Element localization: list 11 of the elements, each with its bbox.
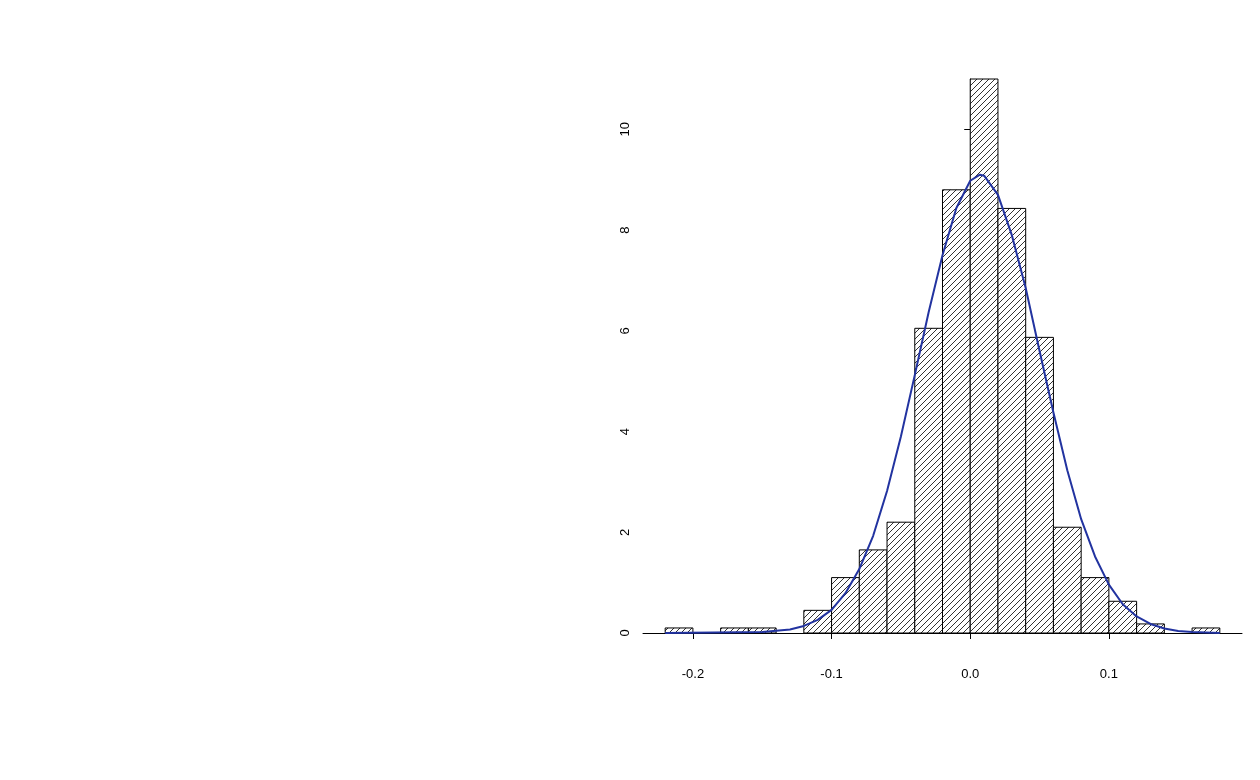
- x-tick-label: 0.1: [1099, 666, 1118, 681]
- x-tick-label: -0.2: [681, 666, 705, 681]
- x-tick-label: -0.1: [820, 666, 843, 681]
- y-tick-label: 10: [617, 122, 632, 137]
- line-series: [664, 173, 1221, 634]
- y-tick-label: 0: [617, 629, 632, 637]
- y-tick-label: 6: [617, 327, 632, 335]
- y-tick-label: 2: [617, 528, 632, 536]
- x-tick-label: 0.0: [961, 666, 980, 681]
- y-tick-label: 8: [617, 226, 632, 234]
- y-tick-label: 4: [617, 427, 632, 436]
